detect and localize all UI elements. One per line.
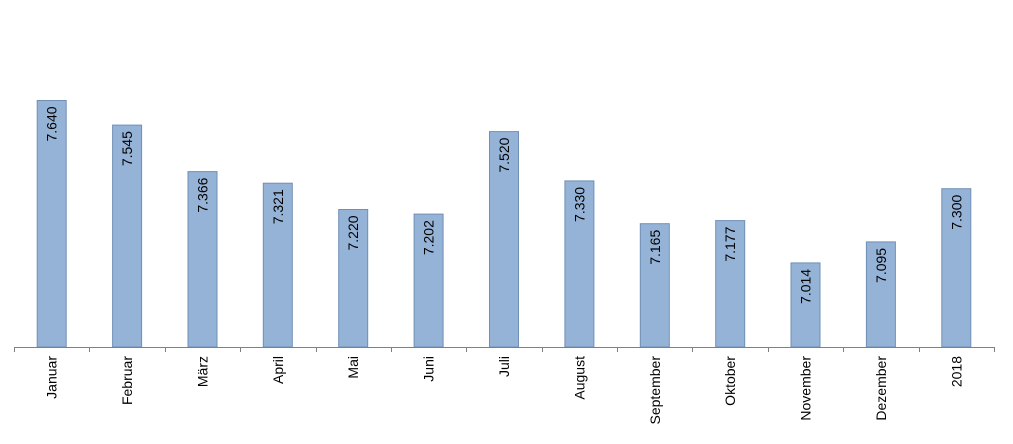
data-label: 7.366 bbox=[194, 177, 210, 212]
bar-januar bbox=[36, 100, 67, 348]
data-labels-group: 7.640 7.545 7.366 7.321 7.220 7.202 7.520 7.330… bbox=[44, 106, 965, 304]
data-label: 7.095 bbox=[873, 248, 889, 283]
bar-dezember bbox=[865, 241, 896, 348]
data-label: 7.640 bbox=[44, 106, 60, 141]
data-label: 7.545 bbox=[119, 131, 135, 166]
data-label: 7.520 bbox=[496, 137, 512, 172]
x-tick-label: Dezember bbox=[873, 356, 889, 421]
bar-oktober bbox=[715, 220, 746, 348]
x-tick-label: August bbox=[571, 356, 587, 400]
bar-februar bbox=[112, 124, 143, 348]
bar-august bbox=[564, 180, 595, 348]
x-tick-label: Januar bbox=[44, 356, 60, 399]
data-label: 7.220 bbox=[345, 215, 361, 250]
data-label: 7.330 bbox=[571, 187, 587, 222]
x-tick-label: Juli bbox=[496, 356, 512, 377]
bars-group bbox=[36, 100, 972, 348]
x-tick-label: Juni bbox=[421, 356, 437, 382]
category-labels-group: Januar Februar März April Mai Juni Juli August S… bbox=[44, 356, 965, 425]
data-label: 7.014 bbox=[798, 269, 814, 304]
bar-november bbox=[790, 262, 821, 348]
x-tick-label: 2018 bbox=[948, 356, 964, 387]
x-tick-label: Oktober bbox=[722, 356, 738, 406]
data-label: 7.321 bbox=[270, 189, 286, 224]
bar-juni bbox=[413, 213, 444, 348]
bar-april bbox=[262, 182, 293, 348]
data-label: 7.177 bbox=[722, 226, 738, 261]
data-label: 7.202 bbox=[421, 220, 437, 255]
x-tick-label: April bbox=[270, 356, 286, 384]
x-axis bbox=[14, 347, 995, 352]
bar-m-rz bbox=[187, 171, 218, 348]
x-tick-label: November bbox=[798, 356, 814, 421]
data-label: 7.300 bbox=[948, 194, 964, 229]
data-label: 7.165 bbox=[647, 230, 663, 265]
x-tick-label: Februar bbox=[119, 356, 135, 405]
x-tick-label: September bbox=[647, 356, 663, 425]
x-tick-label: Mai bbox=[345, 356, 361, 379]
x-tick-label: März bbox=[194, 356, 210, 387]
